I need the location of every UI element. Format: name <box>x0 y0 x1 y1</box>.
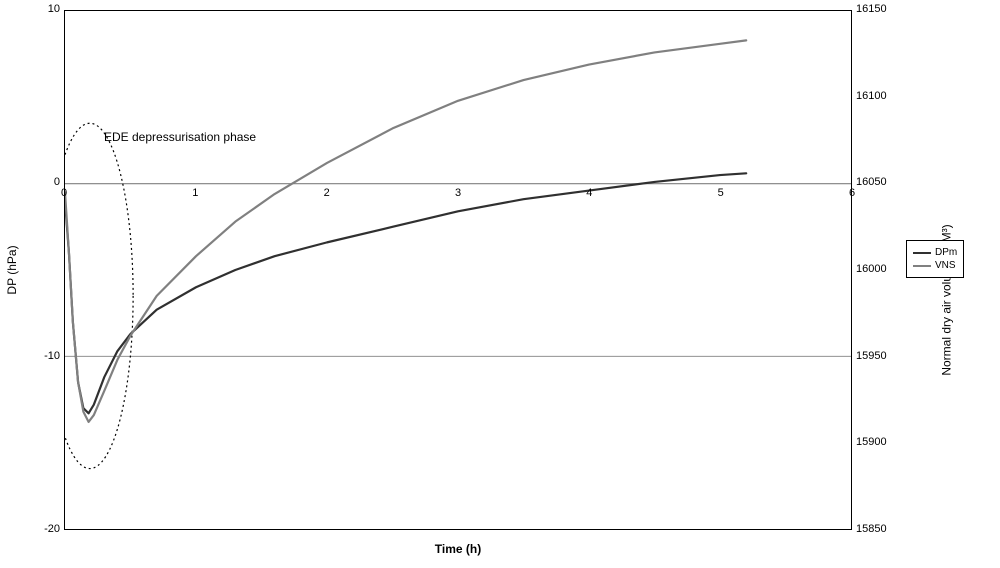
y2-tick-label: 16150 <box>856 3 887 15</box>
x-tick-label: 0 <box>61 187 67 199</box>
x-tick-label: 5 <box>718 187 724 199</box>
y1-axis-label: DP (hPa) <box>5 245 19 294</box>
legend-swatch-vns <box>913 265 931 267</box>
y1-tick-label: -10 <box>44 350 60 362</box>
y2-tick-label: 15950 <box>856 350 887 362</box>
x-axis-label: Time (h) <box>435 542 481 556</box>
legend-item-vns: VNS <box>913 260 957 271</box>
y2-tick-label: 15850 <box>856 523 887 535</box>
y1-tick-label: 0 <box>54 176 60 188</box>
y1-tick-label: 10 <box>48 3 60 15</box>
legend-swatch-dpm <box>913 252 931 254</box>
x-tick-label: 4 <box>586 187 592 199</box>
x-tick-label: 6 <box>849 187 855 199</box>
legend-item-dpm: DPm <box>913 247 957 258</box>
x-tick-label: 2 <box>324 187 330 199</box>
y2-tick-label: 16000 <box>856 263 887 275</box>
series-VNS <box>65 40 746 422</box>
legend: DPm VNS <box>906 240 964 278</box>
series-DPm <box>65 173 746 413</box>
x-tick-label: 1 <box>192 187 198 199</box>
y2-tick-label: 15900 <box>856 436 887 448</box>
y1-tick-label: -20 <box>44 523 60 535</box>
annotation-ede-label: EDE depressurisation phase <box>104 130 256 144</box>
plot-svg <box>65 11 851 529</box>
legend-label-dpm: DPm <box>935 247 957 258</box>
x-tick-label: 3 <box>455 187 461 199</box>
plot-area <box>64 10 852 530</box>
y2-tick-label: 16100 <box>856 90 887 102</box>
y2-tick-label: 16050 <box>856 176 887 188</box>
chart-container: { "chart": { "type": "line-dual-axis", "… <box>0 0 1000 568</box>
annotation-ellipse <box>65 123 133 468</box>
legend-label-vns: VNS <box>935 260 956 271</box>
